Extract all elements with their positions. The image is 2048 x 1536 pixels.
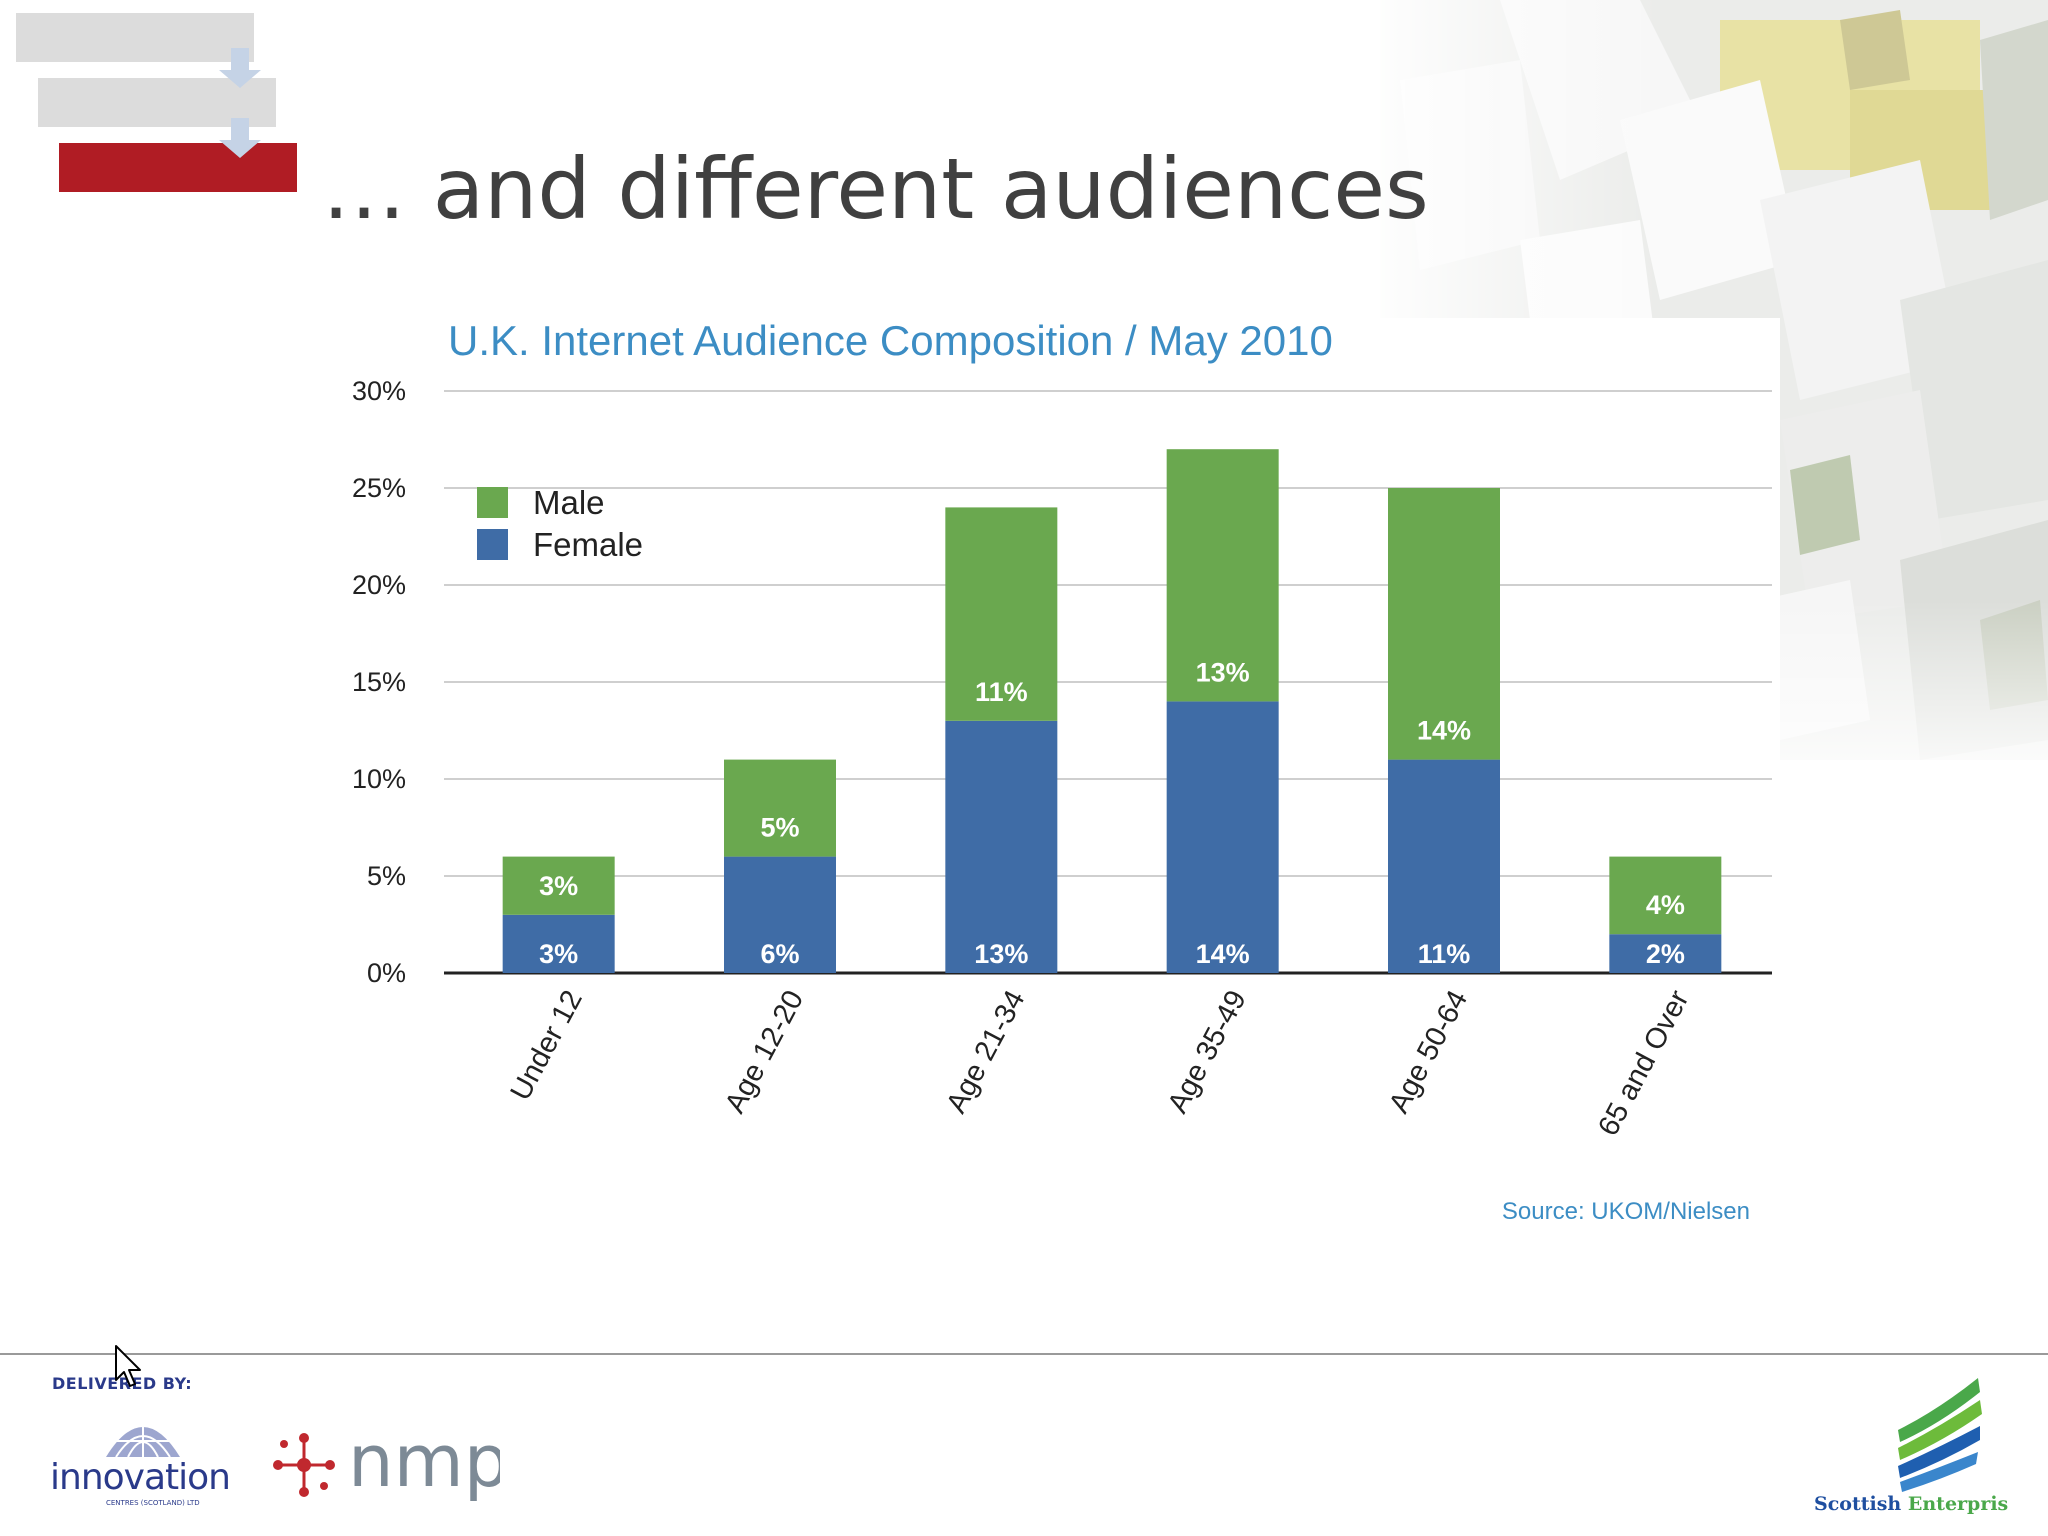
footer-divider [0,1353,2048,1355]
bar-male [1388,488,1500,760]
data-label-male: 3% [539,871,578,901]
bar-female [724,856,836,973]
x-tick-label: Age 50-64 [1383,985,1474,1118]
bar-male [1166,449,1279,702]
y-tick-label: 25% [352,473,406,503]
y-tick-label: 5% [367,861,406,891]
grey-bar-top [16,13,254,62]
red-bar [59,143,297,192]
y-tick-label: 0% [367,958,406,988]
innovation-dome-icon [106,1413,180,1458]
scottish-enterprise-logo: Scottish Enterprise [1814,1378,2008,1515]
data-label-female: 6% [760,939,799,969]
innovation-wordmark: innovation [50,1457,230,1498]
data-label-male: 4% [1646,890,1685,920]
y-tick-label: 10% [352,764,406,794]
cursor-icon [115,1345,141,1387]
bar-female [502,914,615,973]
se-word-enterprise: Enterprise [1908,1493,2008,1515]
delivered-by-label: DELIVERED BY: [52,1374,193,1393]
chart-panel: U.K. Internet Audience Composition / May… [320,318,1780,1238]
data-label-female: 2% [1646,939,1685,969]
data-label-female: 14% [1196,939,1250,969]
slide-title: … and different audiences [322,140,1429,238]
legend-swatch-female [477,529,508,560]
nmp-molecule-icon [273,1433,335,1497]
bar-male [1609,856,1722,935]
data-label-female: 13% [974,939,1028,969]
x-tick-label: Age 21-34 [940,985,1031,1118]
x-tick-label: Under 12 [505,985,589,1105]
bar-male [945,507,1058,721]
source-label: Source: UKOM/Nielsen [1502,1198,1750,1225]
bar-female [1388,759,1500,973]
bar-female [1609,934,1722,973]
legend-label-female: Female [533,526,643,563]
arrow-down-icon [219,48,261,158]
legend-swatch-male [477,487,508,518]
chart-title: U.K. Internet Audience Composition / May… [448,318,1333,364]
y-tick-label: 30% [352,376,406,406]
x-tick-label: Age 12-20 [719,985,810,1118]
data-label-female: 3% [539,939,578,969]
innovation-subtext: CENTRES (SCOTLAND) LTD [106,1499,200,1507]
y-tick-label: 15% [352,667,406,697]
data-label-male: 14% [1417,716,1471,746]
legend-label-male: Male [533,484,605,521]
bar-male [724,759,836,857]
nmp-wordmark: nmp [348,1420,500,1503]
bar-chart: U.K. Internet Audience Composition / May… [352,318,1772,1225]
data-label-male: 11% [975,677,1028,707]
x-tick-label: Age 35-49 [1162,985,1253,1118]
scottish-enterprise-swoosh-icon [1898,1378,1982,1492]
innovation-logo: innovation CENTRES (SCOTLAND) LTD [50,1413,231,1507]
bar-male [502,856,615,915]
se-word-scottish: Scottish [1814,1493,1901,1515]
data-label-male: 5% [760,813,799,843]
nmp-logo: nmp [273,1420,500,1503]
bar-female [945,720,1058,973]
svg-text:Scottish Enterprise: Scottish Enterprise [1814,1493,2008,1515]
data-label-male: 13% [1196,657,1250,687]
y-tick-label: 20% [352,570,406,600]
bar-female [1166,701,1279,973]
x-tick-label: 65 and Over [1592,985,1695,1141]
data-label-female: 11% [1418,939,1471,969]
